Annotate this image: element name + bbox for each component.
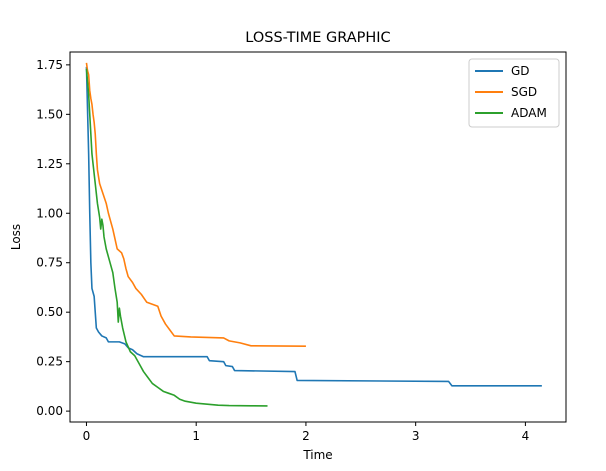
y-tick-label: 1.50	[36, 107, 63, 121]
plot-frame	[69, 51, 567, 423]
chart-title: LOSS-TIME GRAPHIC	[245, 30, 390, 46]
y-tick-label: 0.50	[36, 305, 63, 319]
legend-box	[468, 58, 560, 128]
x-tick-label: 3	[412, 429, 420, 443]
legend-label-sgd: SGD	[511, 85, 537, 99]
y-tick-label: 0.25	[36, 355, 63, 369]
y-axis: 0.00 0.25 0.50 0.75 1.00 1.25 1.50 1.75	[36, 58, 70, 418]
y-axis-label: Loss	[9, 224, 23, 250]
legend-label-adam: ADAM	[511, 106, 547, 120]
x-tick-label: 1	[192, 429, 200, 443]
y-tick-label: 1.25	[36, 157, 63, 171]
y-tick-label: 0.75	[36, 256, 63, 270]
x-tick-label: 2	[302, 429, 310, 443]
series-line-adam	[85, 68, 268, 407]
x-axis: 0 1 2 3 4	[83, 422, 530, 443]
series-line-sgd	[85, 62, 306, 348]
y-tick-label: 0.00	[36, 404, 63, 418]
y-tick-label: 1.75	[36, 58, 63, 72]
legend: GD SGD ADAM	[468, 58, 560, 128]
legend-label-gd: GD	[511, 64, 530, 78]
x-tick-label: 4	[522, 429, 530, 443]
x-tick-label: 0	[83, 429, 91, 443]
x-axis-label: Time	[302, 448, 332, 462]
y-tick-label: 1.00	[36, 206, 63, 220]
plot-area	[85, 62, 542, 407]
series-line-gd	[85, 66, 542, 387]
